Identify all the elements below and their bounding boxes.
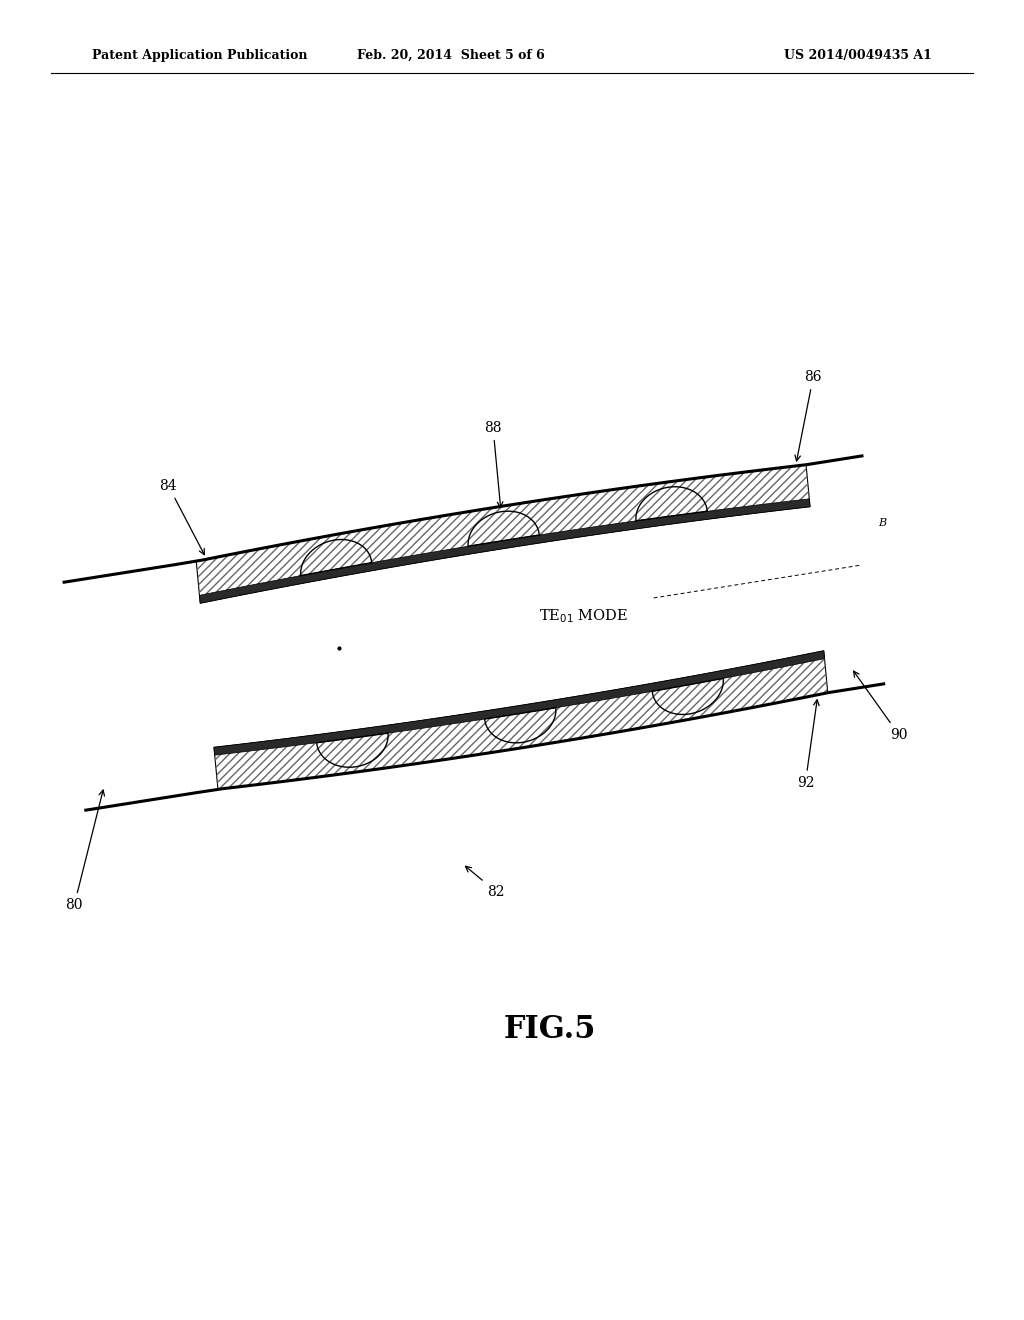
Text: 90: 90 [854, 671, 907, 742]
Text: 82: 82 [466, 866, 505, 899]
Text: 80: 80 [66, 791, 104, 912]
Polygon shape [214, 651, 827, 789]
Polygon shape [197, 465, 810, 603]
Text: B: B [879, 519, 887, 528]
Text: 84: 84 [160, 479, 205, 554]
Text: US 2014/0049435 A1: US 2014/0049435 A1 [784, 49, 932, 62]
Text: TE$_{01}$ MODE: TE$_{01}$ MODE [539, 607, 628, 624]
Text: 92: 92 [797, 700, 819, 789]
Text: 86: 86 [795, 370, 822, 461]
Text: Patent Application Publication: Patent Application Publication [92, 49, 307, 62]
Polygon shape [214, 651, 824, 755]
Polygon shape [200, 499, 810, 603]
Text: 88: 88 [484, 421, 503, 508]
Text: FIG.5: FIG.5 [504, 1014, 597, 1044]
Text: Feb. 20, 2014  Sheet 5 of 6: Feb. 20, 2014 Sheet 5 of 6 [356, 49, 545, 62]
